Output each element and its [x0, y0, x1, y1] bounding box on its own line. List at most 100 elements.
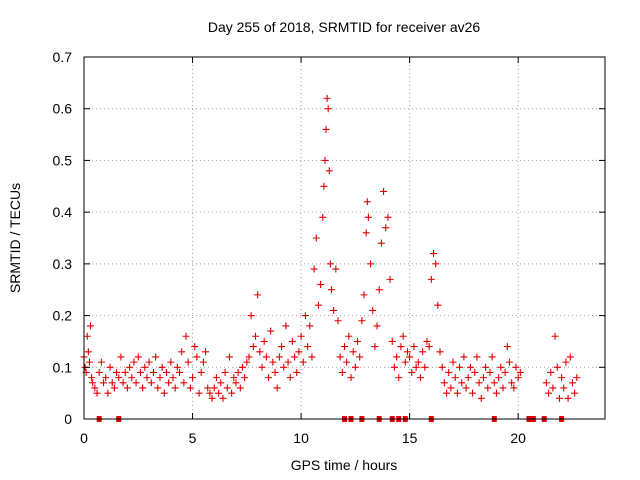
data-point [182, 332, 190, 340]
data-point [373, 322, 381, 330]
data-point [390, 363, 398, 371]
data-point [323, 94, 331, 102]
data-point [113, 368, 121, 376]
data-point [147, 379, 155, 387]
data-point [176, 368, 184, 376]
data-point [84, 348, 92, 356]
data-point [360, 291, 368, 299]
data-point [293, 368, 301, 376]
data-point [93, 389, 101, 397]
data-point [102, 374, 110, 382]
data-point [473, 353, 481, 361]
data-point [228, 389, 236, 397]
data-point [267, 327, 275, 335]
data-point [132, 379, 140, 387]
data-point [458, 379, 466, 387]
data-point [421, 363, 429, 371]
x-tick-label: 15 [402, 430, 418, 446]
data-point [130, 358, 138, 366]
data-point [508, 379, 516, 387]
data-point [560, 384, 568, 392]
data-point [280, 363, 288, 371]
y-tick-labels: 0 0.1 0.2 0.3 0.4 0.5 0.6 0.7 [53, 49, 73, 427]
data-point [202, 348, 210, 356]
y-tick-label: 0.6 [53, 101, 73, 117]
data-point [195, 389, 203, 397]
data-point [156, 374, 164, 382]
data-point [367, 260, 375, 268]
data-point [232, 379, 240, 387]
x-tick-labels: 0 5 10 15 20 [80, 430, 526, 446]
data-point [332, 265, 340, 273]
data-point [223, 384, 231, 392]
data-point [363, 198, 371, 206]
data-point [471, 368, 479, 376]
data-point [555, 394, 563, 402]
data-point [245, 353, 253, 361]
data-point [377, 239, 385, 247]
data-point [254, 291, 262, 299]
data-point [434, 301, 442, 309]
data-point [173, 363, 181, 371]
data-point [447, 384, 455, 392]
data-point [256, 348, 264, 356]
data-point [319, 213, 327, 221]
data-point [208, 394, 216, 402]
data-point [349, 348, 357, 356]
data-point [193, 353, 201, 361]
data-point [501, 368, 509, 376]
data-point [503, 343, 511, 351]
data-point [386, 275, 394, 283]
data-point [219, 394, 227, 402]
data-point [371, 343, 379, 351]
data-point [423, 337, 431, 345]
x-axis-label: GPS time / hours [291, 457, 398, 473]
data-point [286, 374, 294, 382]
data-point [416, 374, 424, 382]
data-point [475, 379, 483, 387]
data-point [310, 265, 318, 273]
data-point [117, 353, 125, 361]
data-point [262, 353, 270, 361]
data-point [384, 213, 392, 221]
data-point [482, 363, 490, 371]
chart-title: Day 255 of 2018, SRMTID for receiver av2… [208, 19, 481, 35]
data-point [571, 389, 579, 397]
data-point [566, 353, 574, 361]
data-point [345, 332, 353, 340]
data-point [549, 384, 557, 392]
data-point [542, 379, 550, 387]
data-point [358, 317, 366, 325]
data-point [100, 379, 108, 387]
data-point [210, 384, 218, 392]
data-point [510, 384, 518, 392]
data-point [325, 167, 333, 175]
data-point [104, 389, 112, 397]
data-point [128, 374, 136, 382]
data-point [115, 374, 123, 382]
data-point [469, 389, 477, 397]
data-point [215, 389, 223, 397]
data-point [275, 353, 283, 361]
data-point [336, 353, 344, 361]
plot-frame [83, 56, 606, 420]
data-point [486, 368, 494, 376]
data-point [123, 384, 131, 392]
data-point [564, 394, 572, 402]
data-point [403, 348, 411, 356]
data-point [401, 358, 409, 366]
data-point [121, 368, 129, 376]
data-point [91, 384, 99, 392]
data-point [119, 379, 127, 387]
y-tick-label: 0.4 [53, 204, 73, 220]
data-point [488, 353, 496, 361]
data-point [466, 363, 474, 371]
data-point [322, 125, 330, 133]
data-point [217, 379, 225, 387]
data-point [126, 363, 134, 371]
data-point [495, 374, 503, 382]
data-point [553, 363, 561, 371]
data-point [225, 353, 233, 361]
data-point [326, 260, 334, 268]
data-point [271, 368, 279, 376]
